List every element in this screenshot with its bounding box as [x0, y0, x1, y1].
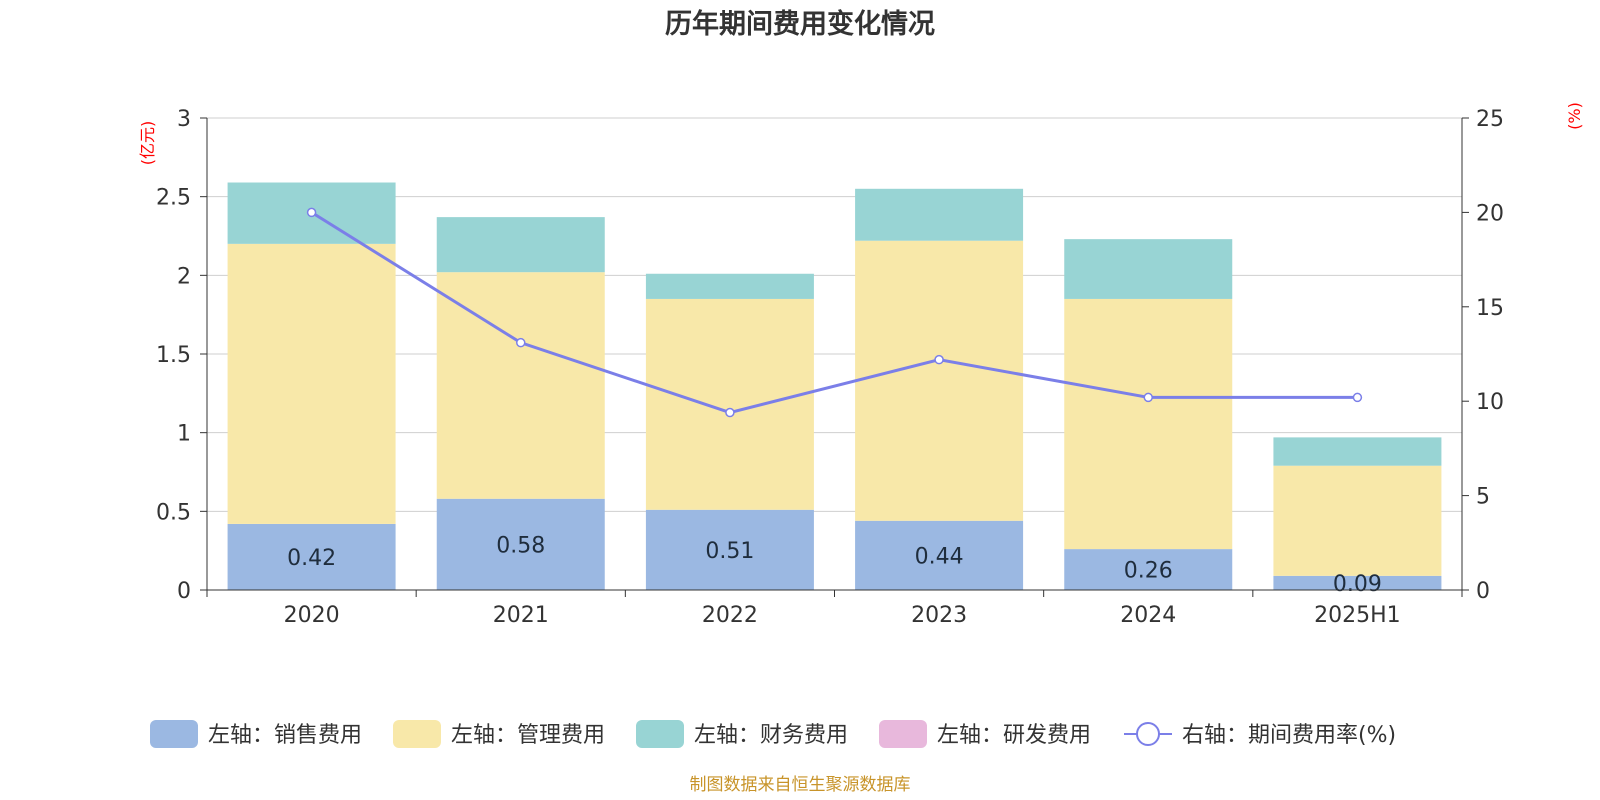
bar-segment [645, 509, 814, 590]
bar-data-label: 0.26 [1124, 559, 1173, 584]
legend: 左轴：销售费用 左轴：管理费用 左轴：财务费用 左轴：研发费用 右轴：期间费用率(%) [150, 720, 1396, 748]
legend-marker [1136, 722, 1160, 746]
rate-point [725, 407, 735, 418]
legend-swatch [636, 720, 684, 748]
legend-label: 左轴：财务费用 [694, 723, 848, 748]
left-tick-label: 3 [177, 107, 191, 132]
bar-segment [227, 523, 396, 590]
x-tick-label: 2024 [1120, 603, 1176, 628]
bar-segment [1273, 437, 1442, 466]
rate-line-path [310, 211, 1358, 415]
left-tick-label: 0 [177, 579, 191, 604]
x-tick-label: 2023 [911, 603, 967, 628]
rate-point [516, 337, 526, 348]
rate-point [1143, 392, 1153, 403]
legend-swatch [393, 720, 441, 748]
right-tick-label: 25 [1476, 107, 1504, 132]
bar-segment [1273, 575, 1442, 590]
legend-swatch [150, 720, 198, 748]
left-axis-unit: (亿元) [138, 121, 157, 166]
legend-label: 左轴：销售费用 [208, 723, 362, 748]
right-tick-label: 0 [1476, 579, 1490, 604]
bar-data-label: 0.51 [705, 539, 754, 564]
left-tick-label: 1 [177, 422, 191, 447]
bar-segment [436, 498, 605, 590]
x-tick-label: 2021 [493, 603, 549, 628]
left-tick-label: 0.5 [156, 500, 191, 525]
left-tick-label: 1.5 [156, 343, 191, 368]
legend-swatch [879, 720, 927, 748]
bar-data-label: 0.58 [496, 533, 545, 558]
x-tick-label: 2020 [284, 603, 340, 628]
bar-data-label: 0.42 [287, 546, 336, 571]
bar-segment [1064, 239, 1233, 299]
left-tick-label: 2 [177, 264, 191, 289]
right-tick-label: 15 [1476, 296, 1504, 321]
rate-line [306, 207, 1363, 418]
legend-label: 左轴：管理费用 [451, 723, 605, 748]
legend-label: 左轴：研发费用 [937, 723, 1091, 748]
bar-segment [436, 217, 605, 273]
left-tick-label: 2.5 [156, 186, 191, 211]
legend-label: 右轴：期间费用率(%) [1182, 723, 1396, 748]
bar-segment [855, 240, 1024, 521]
chart-title: 历年期间费用变化情况 [665, 8, 935, 40]
bar-segment [436, 272, 605, 499]
x-tick-label: 2025H1 [1314, 603, 1401, 628]
right-tick-label: 20 [1476, 201, 1504, 226]
bar-data-label: 0.09 [1333, 572, 1382, 597]
bar-segment [855, 188, 1024, 241]
bar-segment [1273, 465, 1442, 576]
rate-point [934, 354, 944, 365]
rate-point [306, 207, 317, 218]
right-tick-label: 5 [1476, 485, 1490, 510]
rate-point [1352, 392, 1363, 403]
bars: 0.42 0.58 0.51 0.44 0.26 0.09 [227, 182, 1442, 597]
bar-segment [1064, 549, 1233, 590]
bar-segment [227, 243, 396, 524]
x-tick-label: 2022 [702, 603, 758, 628]
right-tick-label: 10 [1476, 390, 1504, 415]
source-note: 制图数据来自恒生聚源数据库 [690, 775, 911, 795]
grid-lines [207, 117, 1462, 512]
bar-segment [1064, 298, 1233, 550]
bar-segment [855, 520, 1024, 590]
right-axis-unit: (%) [1565, 102, 1584, 130]
bar-segment [645, 273, 814, 299]
bar-segment [645, 298, 814, 510]
bar-data-label: 0.44 [915, 544, 964, 569]
